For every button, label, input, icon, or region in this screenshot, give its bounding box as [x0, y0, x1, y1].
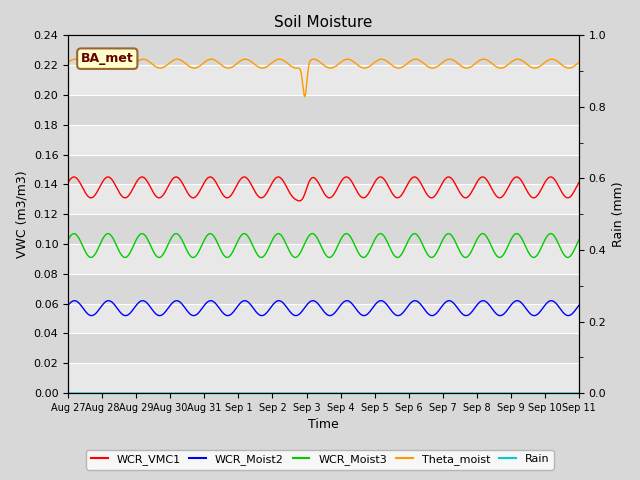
- Bar: [68, 244, 579, 274]
- Bar: [68, 36, 579, 65]
- Bar: [68, 65, 579, 95]
- Bar: [68, 125, 579, 155]
- Title: Soil Moisture: Soil Moisture: [275, 15, 372, 30]
- Legend: WCR_VMC1, WCR_Moist2, WCR_Moist3, Theta_moist, Rain: WCR_VMC1, WCR_Moist2, WCR_Moist3, Theta_…: [86, 450, 554, 469]
- Bar: [68, 184, 579, 214]
- X-axis label: Time: Time: [308, 419, 339, 432]
- Bar: [68, 95, 579, 125]
- Y-axis label: VWC (m3/m3): VWC (m3/m3): [15, 170, 28, 258]
- Bar: [68, 363, 579, 393]
- Bar: [68, 274, 579, 304]
- Y-axis label: Rain (mm): Rain (mm): [612, 181, 625, 247]
- Bar: [68, 214, 579, 244]
- Bar: [68, 304, 579, 334]
- Bar: [68, 334, 579, 363]
- Text: BA_met: BA_met: [81, 52, 134, 65]
- Bar: [68, 155, 579, 184]
